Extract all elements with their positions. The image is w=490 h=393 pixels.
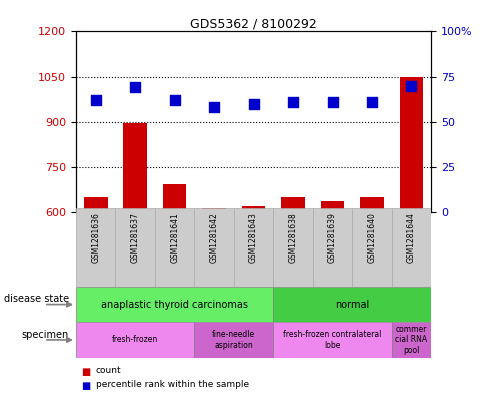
Bar: [195, 322, 273, 358]
Bar: [281, 197, 305, 212]
Text: percentile rank within the sample: percentile rank within the sample: [96, 380, 248, 389]
Bar: [360, 197, 384, 212]
Bar: [242, 206, 266, 212]
Point: [329, 99, 337, 105]
Bar: [116, 208, 155, 287]
Text: disease state: disease state: [4, 294, 69, 304]
Text: GSM1281642: GSM1281642: [210, 212, 219, 263]
Text: GSM1281636: GSM1281636: [91, 212, 100, 263]
Bar: [123, 123, 147, 212]
Text: ■: ■: [81, 367, 90, 377]
Bar: [76, 287, 273, 322]
Text: ■: ■: [81, 381, 90, 391]
Bar: [273, 322, 392, 358]
Bar: [76, 208, 116, 287]
Bar: [202, 208, 226, 212]
Bar: [392, 208, 431, 287]
Bar: [234, 208, 273, 287]
Bar: [84, 197, 107, 212]
Text: GSM1281639: GSM1281639: [328, 212, 337, 263]
Text: GSM1281644: GSM1281644: [407, 212, 416, 263]
Bar: [400, 77, 423, 212]
Text: GSM1281641: GSM1281641: [170, 212, 179, 263]
Bar: [320, 201, 344, 212]
Point: [210, 104, 218, 110]
Point: [131, 84, 139, 91]
Bar: [273, 208, 313, 287]
Text: specimen: specimen: [22, 330, 69, 340]
Bar: [392, 322, 431, 358]
Bar: [352, 208, 392, 287]
Point: [171, 97, 178, 103]
Text: fresh-frozen contralateral
lobe: fresh-frozen contralateral lobe: [283, 330, 382, 350]
Bar: [155, 208, 195, 287]
Point: [92, 97, 99, 103]
Bar: [76, 322, 195, 358]
Title: GDS5362 / 8100292: GDS5362 / 8100292: [190, 17, 317, 30]
Text: GSM1281640: GSM1281640: [368, 212, 376, 263]
Point: [368, 99, 376, 105]
Point: [408, 83, 416, 89]
Text: GSM1281643: GSM1281643: [249, 212, 258, 263]
Text: count: count: [96, 366, 121, 375]
Text: fresh-frozen: fresh-frozen: [112, 336, 158, 344]
Text: GSM1281638: GSM1281638: [289, 212, 297, 263]
Text: GSM1281637: GSM1281637: [131, 212, 140, 263]
Text: commer
cial RNA
pool: commer cial RNA pool: [395, 325, 428, 355]
Text: anaplastic thyroid carcinomas: anaplastic thyroid carcinomas: [101, 299, 248, 310]
Point: [250, 101, 258, 107]
Point: [289, 99, 297, 105]
Bar: [273, 287, 431, 322]
Bar: [163, 184, 187, 212]
Text: fine-needle
aspiration: fine-needle aspiration: [212, 330, 255, 350]
Text: normal: normal: [335, 299, 369, 310]
Bar: [195, 208, 234, 287]
Bar: [313, 208, 352, 287]
